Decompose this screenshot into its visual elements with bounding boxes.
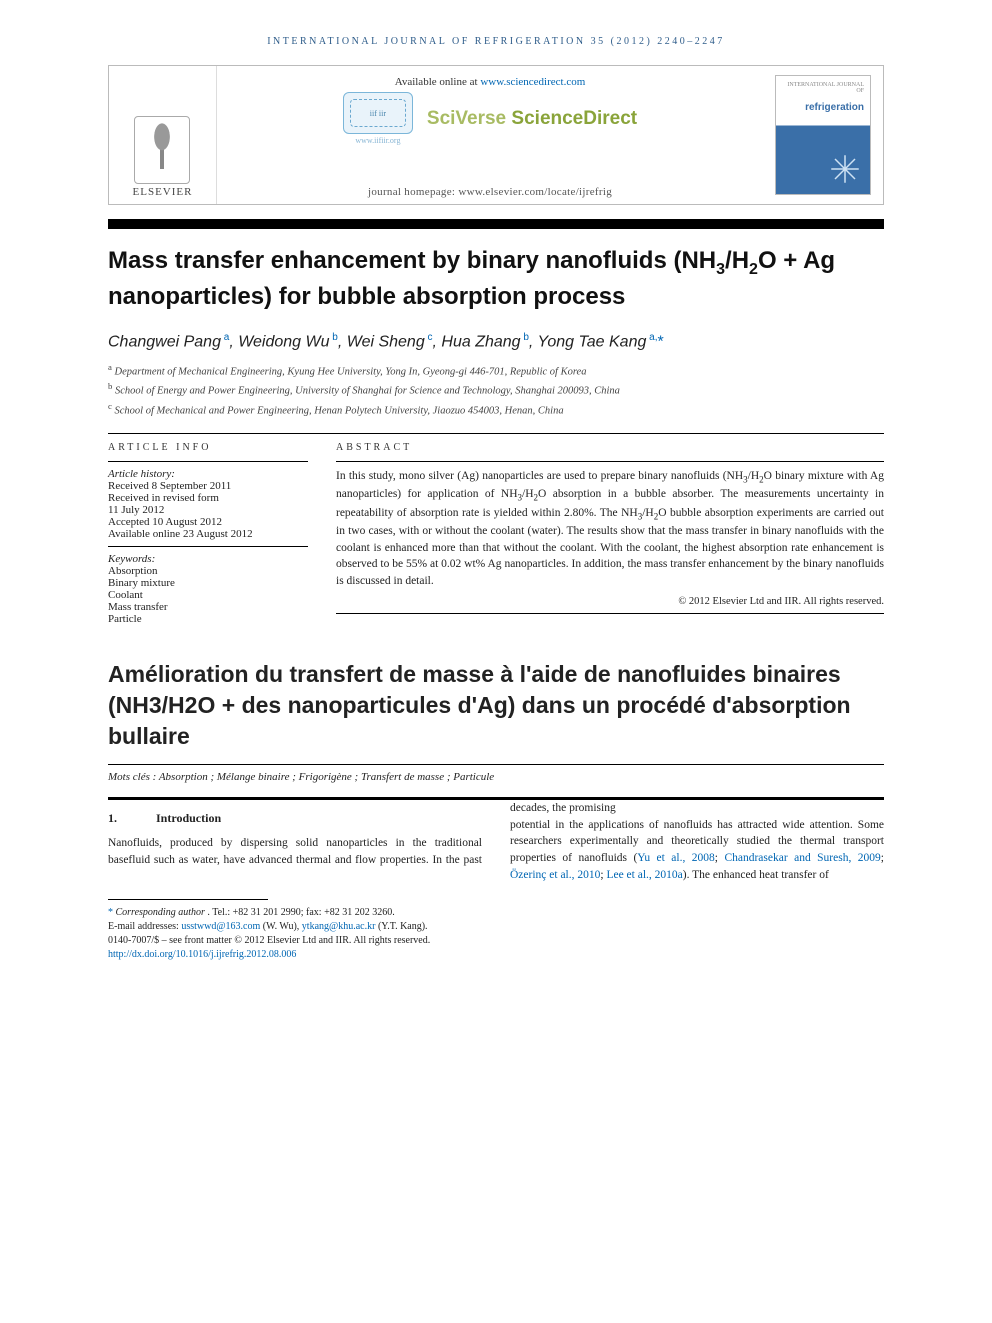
intro-para-right: potential in the applications of nanoflu…	[510, 817, 884, 884]
email-line: E-mail addresses: usstwwd@163.com (W. Wu…	[108, 920, 884, 934]
citation-link[interactable]: Lee et al., 2010a	[606, 869, 682, 881]
iif-iir-badge: iif iir	[343, 92, 413, 134]
email-link[interactable]: ytkang@khu.ac.kr	[302, 921, 376, 932]
keyword-item: Coolant	[108, 589, 308, 601]
section-number: 1.	[108, 810, 132, 827]
elsevier-wordmark: ELSEVIER	[133, 186, 193, 198]
keyword-item: Mass transfer	[108, 601, 308, 613]
abstract-head: ABSTRACT	[336, 442, 884, 453]
affiliation-line: c School of Mechanical and Power Enginee…	[108, 400, 884, 419]
citation-link[interactable]: Chandrasekar and Suresh, 2009	[724, 852, 880, 864]
french-title: Amélioration du transfert de masse à l'a…	[108, 659, 884, 752]
brand-row: iif iir www.iifiir.org SciVerse ScienceD…	[231, 92, 749, 145]
article-info-column: ARTICLE INFO Article history: Received 8…	[108, 442, 308, 625]
mots-cles-line: Mots clés : Absorption ; Mélange binaire…	[108, 771, 884, 783]
elsevier-tree-icon	[134, 116, 190, 184]
journal-cover: INTERNATIONAL JOURNAL OF refrigeration	[775, 75, 871, 195]
asterisk-icon: *	[108, 907, 116, 918]
history-line: Received in revised form	[108, 492, 308, 504]
keyword-item: Absorption	[108, 565, 308, 577]
rule	[108, 433, 884, 434]
corr-label: Corresponding author	[116, 907, 205, 918]
abstract-column: ABSTRACT In this study, mono silver (Ag)…	[336, 442, 884, 625]
citation-link[interactable]: Yu et al., 2008	[637, 852, 714, 864]
issn-line: 0140-7007/$ – see front matter © 2012 El…	[108, 934, 884, 948]
iif-iir-text: iif iir	[350, 99, 406, 127]
journal-banner: ELSEVIER Available online at www.science…	[108, 65, 884, 205]
sciverse-sciencedirect-logo: SciVerse ScienceDirect	[427, 108, 637, 130]
available-prefix: Available online at	[395, 76, 481, 88]
history-label: Article history:	[108, 468, 308, 480]
footnotes: * Corresponding author . Tel.: +82 31 20…	[108, 899, 884, 962]
running-head-link[interactable]: INTERNATIONAL JOURNAL OF REFRIGERATION 3…	[267, 36, 725, 47]
journal-cover-cell: INTERNATIONAL JOURNAL OF refrigeration	[763, 66, 883, 204]
corresponding-author-line: * Corresponding author . Tel.: +82 31 20…	[108, 906, 884, 920]
keyword-item: Binary mixture	[108, 577, 308, 589]
section-title: Introduction	[156, 810, 221, 827]
citation-link[interactable]: Özerinç et al., 2010	[510, 869, 600, 881]
journal-homepage-line: journal homepage: www.elsevier.com/locat…	[231, 186, 749, 198]
black-divider-bar	[108, 219, 884, 229]
sciencedirect-url[interactable]: www.sciencedirect.com	[480, 76, 585, 88]
corr-text: . Tel.: +82 31 201 2990; fax: +82 31 202…	[207, 907, 394, 918]
affiliation-line: b School of Energy and Power Engineering…	[108, 380, 884, 399]
history-line: Accepted 10 August 2012	[108, 516, 308, 528]
keywords-list: AbsorptionBinary mixtureCoolantMass tran…	[108, 565, 308, 625]
sciencedirect-word: ScienceDirect	[511, 108, 637, 129]
running-head: INTERNATIONAL JOURNAL OF REFRIGERATION 3…	[108, 36, 884, 47]
journal-home-prefix: journal homepage:	[368, 186, 458, 198]
body-columns: 1.IntroductionNanofluids, produced by di…	[108, 800, 884, 883]
info-abstract-row: ARTICLE INFO Article history: Received 8…	[108, 442, 884, 625]
journal-home-url[interactable]: www.elsevier.com/locate/ijrefrig	[458, 186, 612, 198]
article-title: Mass transfer enhancement by binary nano…	[108, 245, 884, 312]
elsevier-logo: ELSEVIER	[133, 116, 193, 198]
keyword-item: Particle	[108, 613, 308, 625]
keywords-label: Keywords:	[108, 553, 308, 565]
abstract-copyright: © 2012 Elsevier Ltd and IIR. All rights …	[336, 596, 884, 607]
section-heading: 1. Introduction	[108, 810, 482, 827]
history-lines: Received 8 September 2011Received in rev…	[108, 480, 308, 540]
iir-url[interactable]: www.iifiir.org	[343, 136, 413, 145]
cover-title: refrigeration	[805, 102, 864, 113]
snowflake-icon	[830, 154, 860, 184]
email-link[interactable]: usstwwd@163.com	[181, 921, 260, 932]
doi-link[interactable]: http://dx.doi.org/10.1016/j.ijrefrig.201…	[108, 949, 296, 960]
abstract-text: In this study, mono silver (Ag) nanopart…	[336, 468, 884, 590]
mots-label: Mots clés :	[108, 771, 159, 783]
banner-middle: Available online at www.sciencedirect.co…	[217, 66, 763, 204]
history-line: 11 July 2012	[108, 504, 308, 516]
affiliation-line: a Department of Mechanical Engineering, …	[108, 361, 884, 380]
elsevier-logo-cell: ELSEVIER	[109, 66, 217, 204]
iif-badge-wrap: iif iir www.iifiir.org	[343, 92, 413, 145]
cover-masthead: INTERNATIONAL JOURNAL OF	[782, 82, 864, 94]
history-line: Received 8 September 2011	[108, 480, 308, 492]
affiliations: a Department of Mechanical Engineering, …	[108, 361, 884, 419]
sciverse-word: SciVerse	[427, 108, 506, 129]
author-list: Changwei Pang a, Weidong Wu b, Wei Sheng…	[108, 332, 884, 351]
article-info-head: ARTICLE INFO	[108, 442, 308, 453]
history-line: Available online 23 August 2012	[108, 528, 308, 540]
available-online-line: Available online at www.sciencedirect.co…	[231, 76, 749, 88]
mots-text: Absorption ; Mélange binaire ; Frigorigè…	[159, 771, 494, 783]
